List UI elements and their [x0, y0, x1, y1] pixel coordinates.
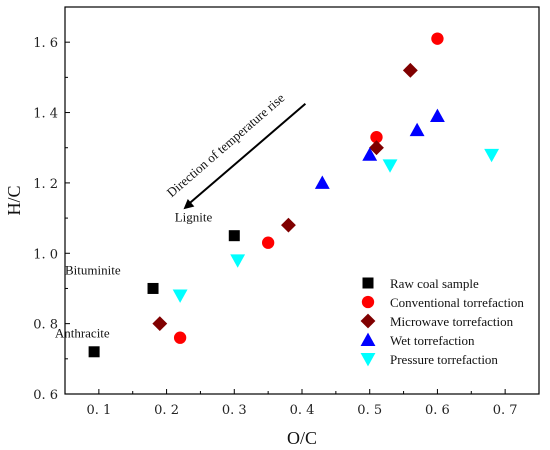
legend-label: Microwave torrefaction [390, 314, 514, 329]
arrow-shaft [188, 102, 307, 205]
legend-label: Wet torrefaction [390, 333, 475, 348]
x-tick-label: 0. 1 [86, 403, 111, 418]
plot-area: 0. 1 0. 2 0. 3 0. 4 0. 5 0. 6 0. 7 0. 6 0. 8 1. 0… [4, 6, 540, 448]
x-tick-label: 0. 2 [154, 403, 179, 418]
point-microwave-torrefaction [152, 316, 168, 332]
legend-marker [360, 353, 376, 367]
arrow-head [183, 198, 195, 210]
legend-marker [360, 313, 376, 329]
point-microwave-torrefaction [281, 217, 296, 233]
point-pressure-torrefaction [172, 289, 188, 303]
legend-label: Pressure torrefaction [390, 352, 498, 367]
point-wet-torrefaction [362, 147, 378, 161]
point-conventional-torrefaction [261, 236, 275, 249]
point-raw-coal-sample [88, 346, 100, 358]
y-tick-label: 0. 6 [33, 388, 58, 403]
legend-marker [362, 277, 374, 289]
point-raw-coal-sample [147, 282, 159, 294]
legend-label: Conventional torrefaction [390, 295, 524, 310]
legend-label: Raw coal sample [390, 276, 479, 291]
point-wet-torrefaction [409, 122, 425, 137]
x-tick-label: 0. 5 [357, 403, 382, 418]
point-pressure-torrefaction [382, 159, 398, 173]
y-axis-title: H/C [4, 185, 24, 215]
x-tick-label: 0. 3 [222, 403, 247, 418]
point-wet-torrefaction [314, 175, 330, 189]
annotation-anthracite: Anthracite [55, 326, 110, 341]
y-tick-label: 1. 0 [33, 247, 58, 262]
point-microwave-torrefaction [402, 62, 418, 78]
point-conventional-torrefaction [431, 32, 444, 45]
x-tick-label: 0. 6 [425, 403, 450, 418]
y-tick-label: 1. 6 [33, 36, 58, 51]
x-tick-label: 0. 7 [493, 403, 518, 418]
point-pressure-torrefaction [484, 148, 500, 163]
x-axis-title: O/C [287, 428, 317, 448]
point-pressure-torrefaction [230, 254, 246, 268]
arrow-label: Direction of temperature rise [164, 90, 288, 200]
point-wet-torrefaction [430, 108, 445, 123]
y-tick-label: 0. 8 [33, 318, 58, 333]
annotation-bituminite: Bituminite [65, 262, 121, 277]
annotation-lignite: Lignite [175, 210, 213, 225]
point-conventional-torrefaction [173, 331, 187, 344]
point-raw-coal-sample [228, 230, 240, 242]
y-tick-label: 1. 2 [33, 177, 58, 192]
legend-marker [360, 332, 376, 346]
y-tick-label: 1. 4 [33, 107, 58, 122]
legend-marker [361, 295, 375, 309]
point-conventional-torrefaction [370, 131, 383, 144]
x-tick-label: 0. 4 [290, 403, 315, 418]
point-microwave-torrefaction [369, 140, 384, 156]
